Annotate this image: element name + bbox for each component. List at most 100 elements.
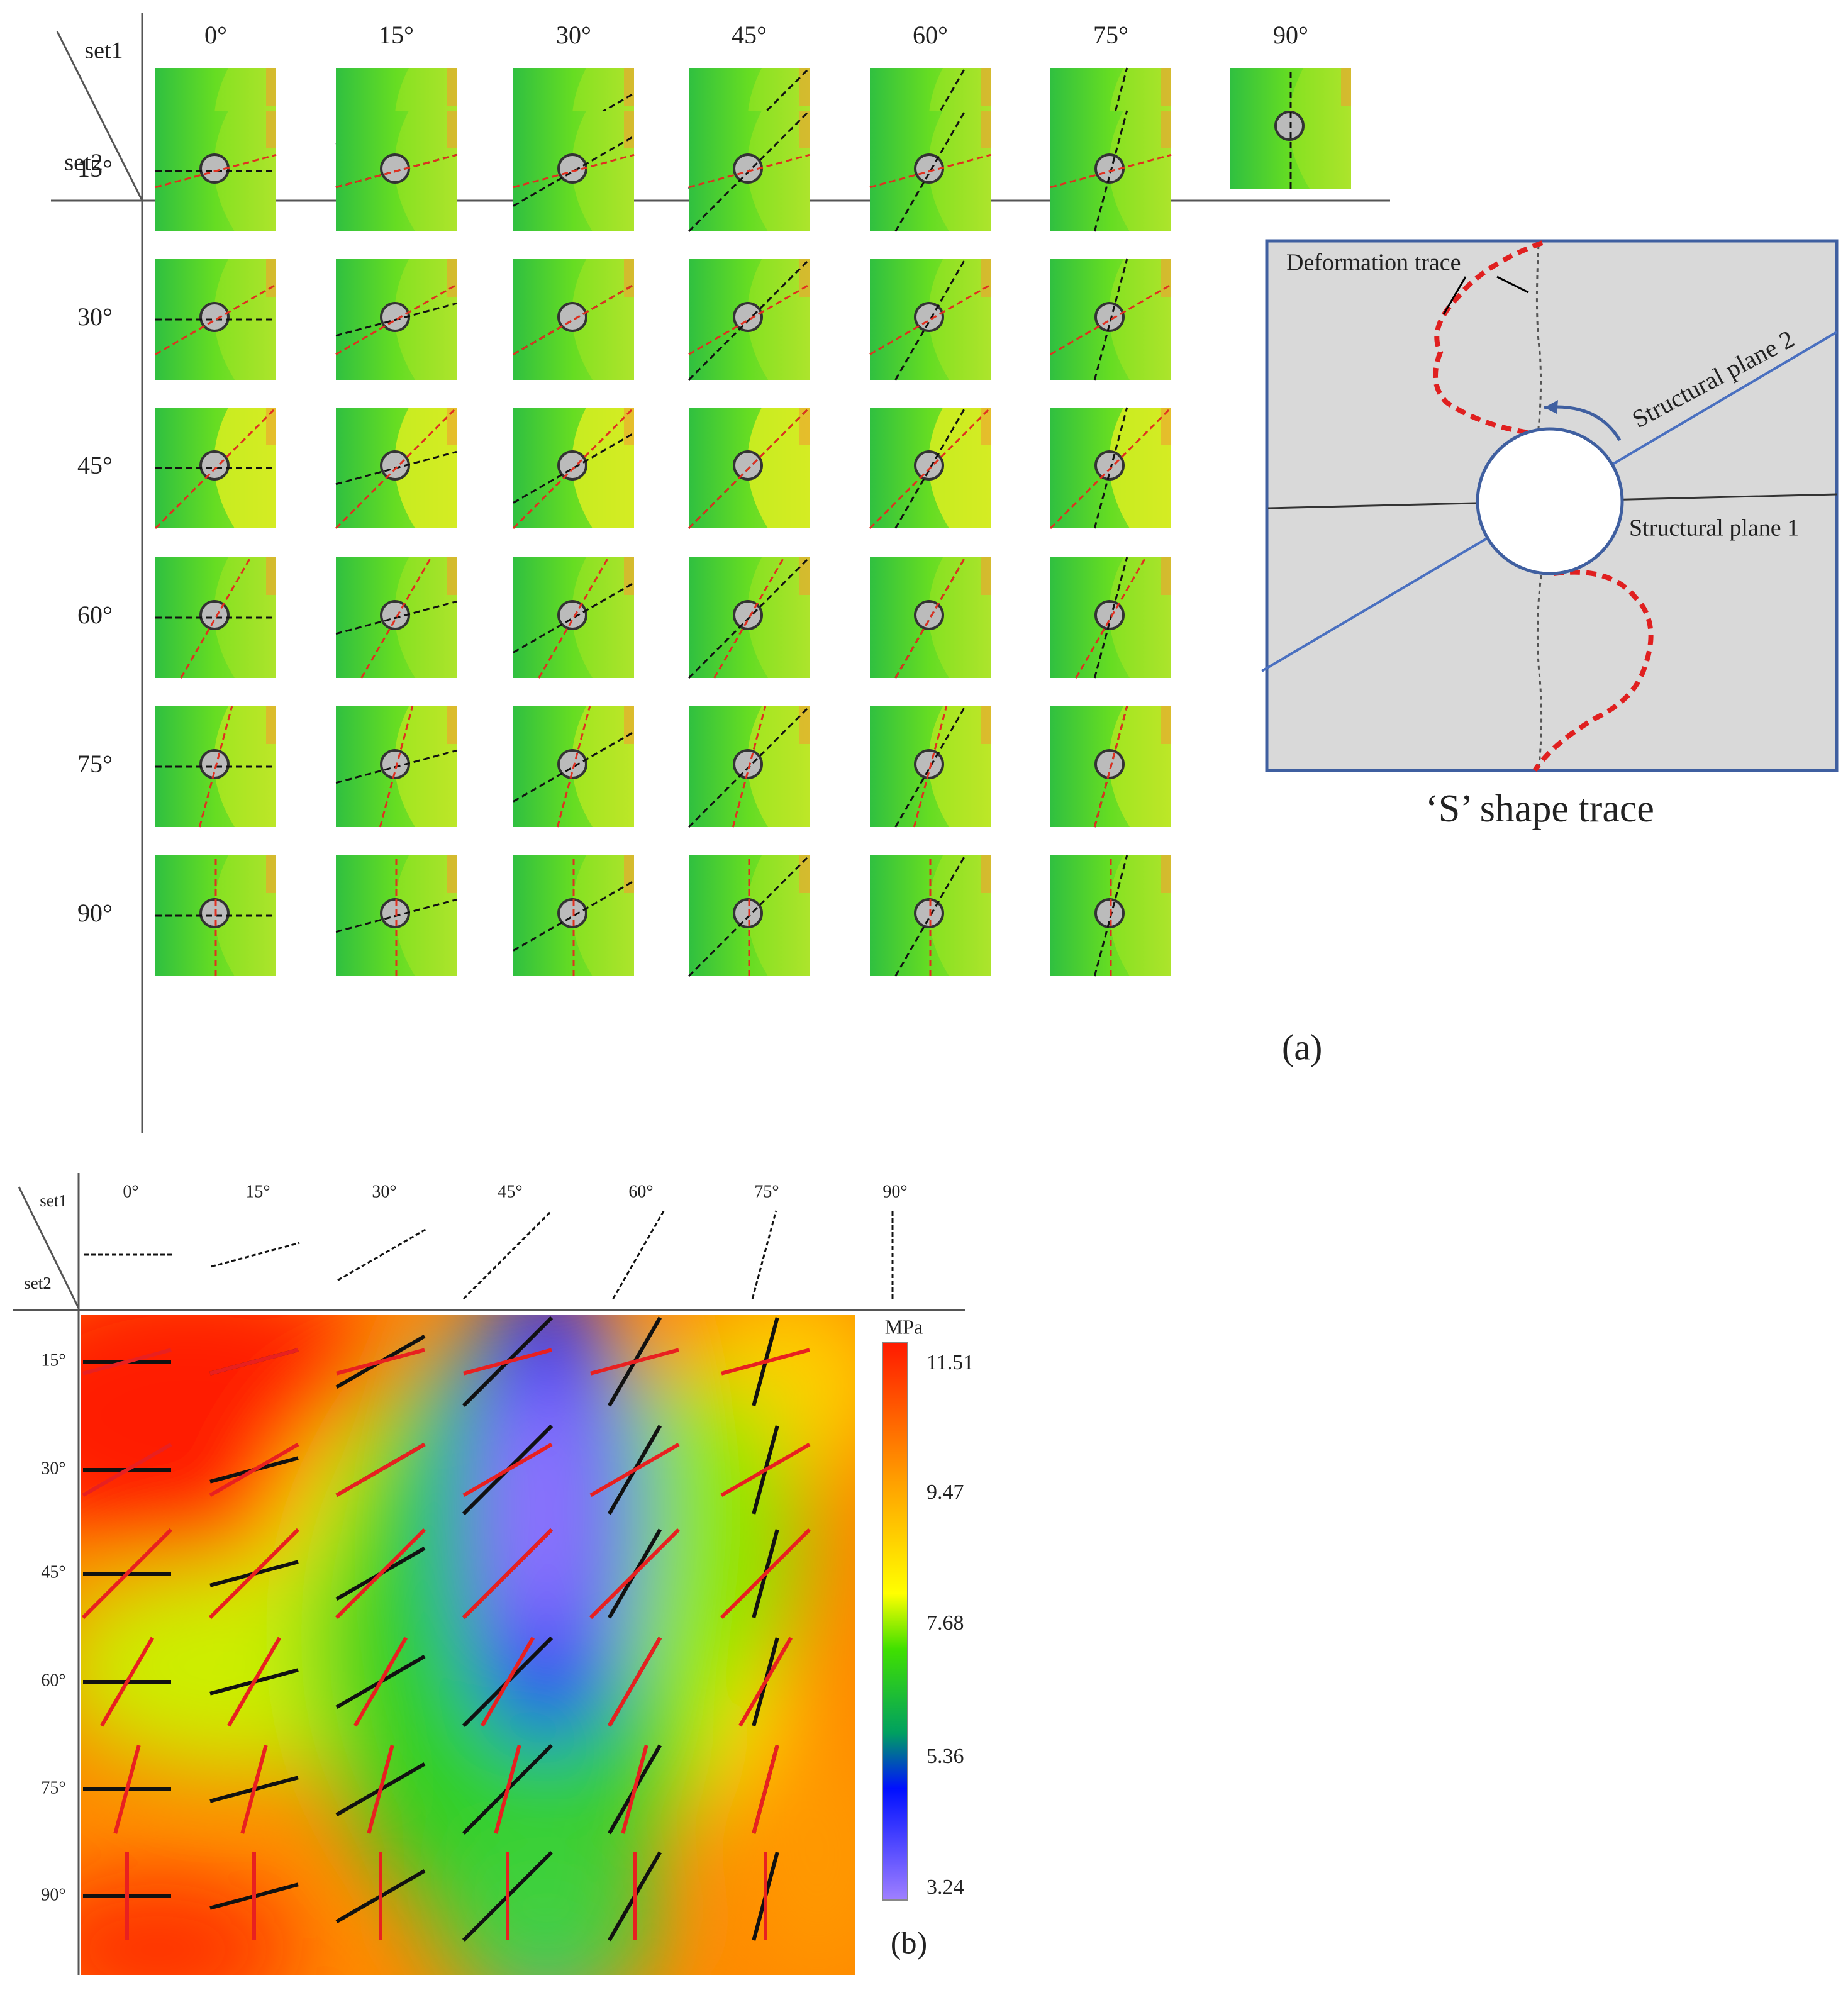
set1-line bbox=[894, 407, 966, 529]
schematic-caption: ‘S’ shape trace bbox=[1425, 787, 1654, 830]
set2-line bbox=[556, 706, 591, 828]
contour-edge bbox=[447, 111, 457, 148]
colorbar-ticks: 11.51 9.47 7.68 5.36 3.24 bbox=[927, 1351, 974, 1899]
contour-edge bbox=[266, 111, 276, 148]
thumbnail bbox=[335, 406, 458, 530]
contour-edge bbox=[981, 259, 991, 297]
thumbnail bbox=[154, 406, 277, 530]
thumbnail bbox=[513, 557, 635, 679]
thumbnail bbox=[687, 556, 811, 679]
contour-band bbox=[928, 259, 991, 380]
thumbnail bbox=[155, 259, 277, 380]
set1-line bbox=[335, 600, 457, 635]
contour-edge bbox=[799, 68, 810, 106]
tunnel bbox=[733, 600, 763, 630]
colorbar-unit: MPa bbox=[885, 1315, 923, 1338]
contour-band bbox=[1109, 111, 1171, 231]
set1-icon bbox=[211, 1242, 300, 1268]
row-header: 45° bbox=[77, 451, 113, 479]
set1-line bbox=[894, 855, 966, 977]
set2-stroke bbox=[226, 1637, 282, 1727]
set1-icon bbox=[612, 1210, 665, 1299]
thumbnail bbox=[687, 258, 811, 381]
contour-band bbox=[572, 259, 634, 380]
thumbnail bbox=[513, 706, 635, 828]
thumbnail bbox=[335, 855, 457, 976]
colorbar bbox=[882, 1342, 908, 1901]
tunnel bbox=[557, 302, 587, 332]
set2-line bbox=[335, 153, 457, 189]
contour-edge bbox=[266, 68, 276, 106]
panel-label: (a) bbox=[1282, 1026, 1322, 1067]
tunnel bbox=[1094, 450, 1125, 481]
set2-stroke bbox=[590, 1348, 679, 1376]
row-header: 15° bbox=[77, 154, 113, 182]
set2-line bbox=[335, 284, 457, 355]
tunnel bbox=[199, 600, 230, 630]
set2-line bbox=[513, 284, 635, 355]
colorbar-tick-label: 3.24 bbox=[927, 1876, 964, 1899]
set1-line bbox=[513, 582, 635, 653]
set1-line bbox=[894, 706, 966, 828]
contour-edge bbox=[981, 111, 991, 148]
column-header: 60° bbox=[913, 21, 948, 49]
column-header: 60° bbox=[628, 1182, 653, 1201]
contour-band bbox=[214, 111, 276, 231]
contour-band bbox=[928, 855, 991, 976]
set2-stroke bbox=[494, 1745, 521, 1834]
set2-label: set2 bbox=[24, 1274, 52, 1292]
contour-edge bbox=[266, 557, 276, 595]
contour-band bbox=[1109, 855, 1171, 976]
colorbar-tick-label: 11.51 bbox=[927, 1351, 974, 1374]
contour-band bbox=[214, 855, 276, 976]
contour-edge bbox=[1161, 408, 1171, 445]
thumbnail bbox=[335, 111, 457, 231]
tunnel bbox=[199, 302, 230, 332]
tunnel bbox=[199, 450, 230, 481]
tunnel bbox=[733, 450, 763, 481]
set1-line bbox=[894, 258, 966, 381]
set2-line bbox=[1075, 557, 1147, 679]
contour-edge bbox=[1161, 259, 1171, 297]
column-header: 75° bbox=[1093, 21, 1128, 49]
schematic: Deformation trace Structural plane 2 Str… bbox=[1261, 239, 1839, 830]
contour-edge bbox=[266, 408, 276, 445]
contour-band bbox=[928, 706, 991, 827]
contour-band bbox=[572, 111, 634, 231]
contour-band bbox=[928, 557, 991, 678]
thumbnail bbox=[870, 557, 991, 679]
tunnel bbox=[914, 450, 944, 481]
contour-band bbox=[747, 855, 810, 976]
set2-line bbox=[894, 557, 966, 679]
set2-stroke bbox=[589, 1528, 681, 1620]
set2-stroke bbox=[209, 1442, 299, 1498]
thumbnail bbox=[869, 110, 991, 232]
set1-line bbox=[335, 302, 457, 337]
column-header: 0° bbox=[204, 21, 227, 49]
thumbnail bbox=[335, 259, 457, 380]
colorbar-tick-label: 5.36 bbox=[927, 1745, 964, 1768]
corner-diagonal bbox=[56, 31, 143, 201]
set2-stroke bbox=[82, 1348, 172, 1376]
row-header: 60° bbox=[77, 601, 113, 629]
set2-line bbox=[869, 284, 991, 355]
set2-line bbox=[1050, 284, 1172, 355]
thumbnail bbox=[687, 406, 811, 530]
contour-band bbox=[572, 408, 634, 528]
contour-edge bbox=[799, 408, 810, 445]
thumbnail-grid: 0° 15° 30° 45° 60° 75° 90° 15° 30° 45° 60° 75° 90° bbox=[77, 21, 1351, 977]
contour-edge bbox=[981, 706, 991, 744]
contour-edge bbox=[1161, 557, 1171, 595]
corner-diagonal bbox=[18, 1186, 80, 1309]
contour-band bbox=[747, 259, 810, 380]
thumbnail bbox=[155, 557, 276, 679]
set1-icon bbox=[337, 1228, 426, 1281]
set2-stroke bbox=[720, 1442, 811, 1498]
pointer bbox=[1442, 276, 1467, 315]
thumbnail bbox=[1050, 855, 1171, 977]
set2-stroke bbox=[335, 1442, 426, 1498]
initial-trace bbox=[1535, 245, 1543, 771]
set2-line bbox=[180, 557, 252, 679]
thumbnail bbox=[687, 854, 811, 977]
